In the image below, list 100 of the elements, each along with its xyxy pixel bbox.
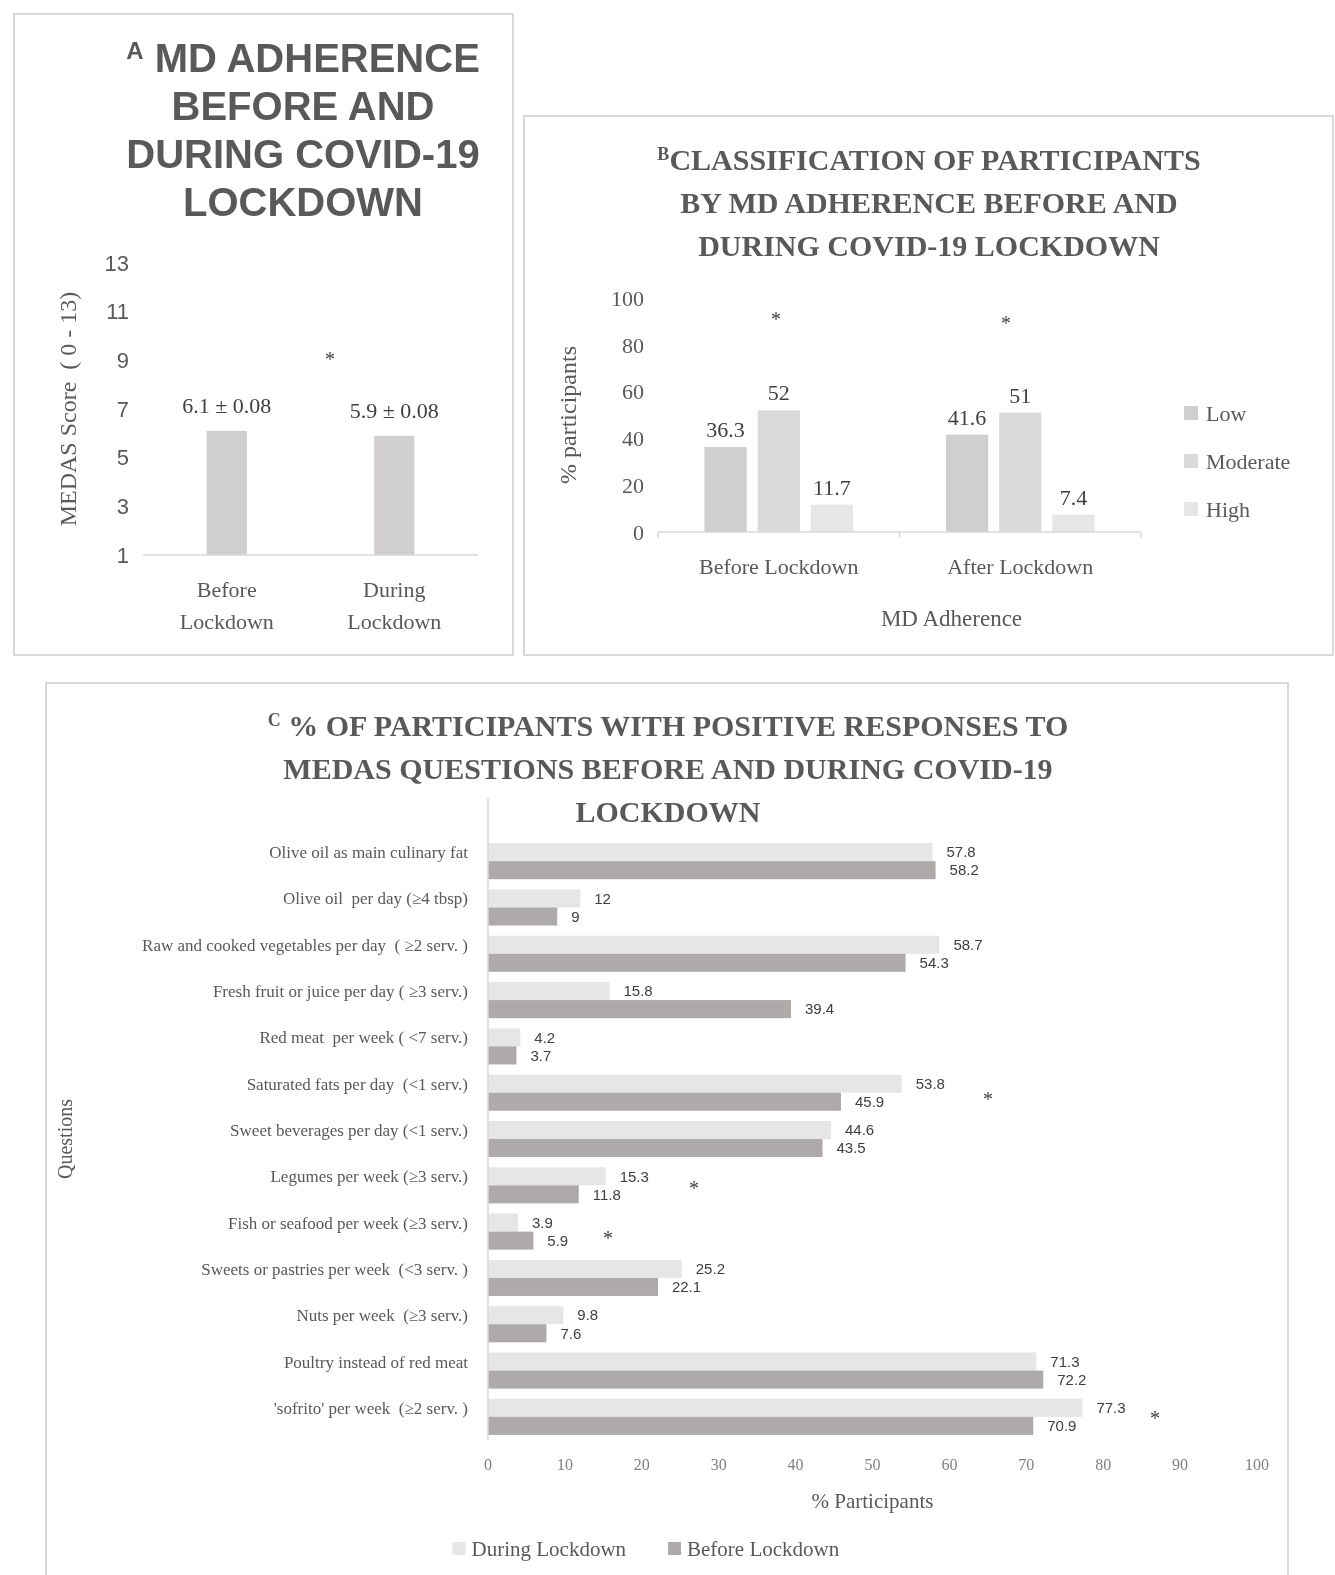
data-label: 6.1 ± 0.08 (182, 392, 272, 418)
data-label: 7.4 (1059, 484, 1088, 510)
legend-label: Before Lockdown (687, 1537, 840, 1562)
chart-title: $^{B}$CLASSIFICATION OF PARTICIPANTS BY MD ADHERENCE BEFORE AND DURING COVID-19 LOCKDOWN (657, 143, 1201, 262)
y-tick-label: Sweet beverages per day (<1 serv.) (230, 1121, 468, 1140)
data-label: 45.9 (854, 1092, 885, 1110)
x-tick-label: 40 (787, 1456, 804, 1473)
data-label: 11.8 (592, 1185, 621, 1203)
annotation: * (983, 1088, 993, 1110)
annotation: * (1150, 1407, 1160, 1429)
y-axis-title: MEDAS Score ( 0 - 13) (55, 291, 81, 527)
data-label: 41.6 (947, 404, 987, 430)
y-tick-label: Fish or seafood per week (≥3 serv.) (227, 1213, 468, 1233)
bar (488, 1259, 682, 1278)
data-label: 3.9 (531, 1213, 553, 1231)
x-tick-label: 70 (1018, 1456, 1035, 1473)
y-tick-label: 7 (116, 396, 129, 422)
data-label: 77.3 (1096, 1399, 1126, 1417)
bar (488, 1324, 547, 1343)
bar (488, 1352, 1037, 1371)
data-label: 54.3 (919, 954, 949, 972)
y-tick-label: 13 (104, 250, 129, 276)
y-tick-label: 5 (116, 445, 129, 471)
y-tick-label: Saturated fats per day (<1 serv.) (246, 1074, 468, 1094)
y-tick-label: Olive oil per day (≥4 tbsp) (283, 889, 468, 909)
y-tick-label: 60 (622, 379, 644, 405)
x-tick-label: 60 (941, 1456, 958, 1473)
annotation: * (603, 1227, 613, 1249)
data-label: 71.3 (1050, 1352, 1080, 1370)
bar (488, 1120, 831, 1139)
y-tick-label: Fresh fruit or juice per day ( ≥3 serv.) (212, 982, 468, 1002)
bar (488, 1028, 521, 1047)
data-label: 36.3 (706, 417, 745, 443)
y-tick-label: 80 (622, 332, 644, 358)
data-label: 15.8 (623, 982, 653, 1000)
data-label: 72.2 (1057, 1370, 1087, 1388)
y-tick-label: 0 (633, 519, 644, 545)
x-tick-label: 10 (556, 1456, 573, 1473)
data-label: 5.9 (547, 1231, 569, 1249)
data-label: 51 (1009, 382, 1032, 408)
data-label: 58.2 (949, 861, 979, 879)
bar (488, 1306, 564, 1325)
bar (488, 1398, 1083, 1417)
bar (488, 1416, 1034, 1435)
data-label: 43.5 (836, 1139, 866, 1157)
bar (488, 889, 581, 908)
legend-label: High (1206, 496, 1250, 522)
x-tick-label: 30 (710, 1456, 727, 1473)
x-tick-label: During Lockdown (347, 577, 442, 634)
x-tick-label: 100 (1245, 1456, 1269, 1473)
data-label: 22.1 (671, 1278, 702, 1296)
bar (1052, 514, 1095, 532)
bar (488, 1139, 823, 1158)
data-label: 11.7 (813, 474, 851, 500)
x-tick-label: Before Lockdown (179, 577, 274, 634)
x-tick-label: 80 (1095, 1456, 1112, 1473)
bar (488, 1277, 658, 1296)
y-tick-label: Raw and cooked vegetables per day ( ≥2 serv. ) (142, 935, 468, 955)
bar (488, 1092, 841, 1111)
legend-label: Low (1206, 400, 1247, 426)
y-tick-label: Legumes per week (≥3 serv.) (270, 1167, 468, 1187)
x-tick-label: 0 (484, 1456, 492, 1473)
y-tick-label: Olive oil as main culinary fat (269, 843, 469, 863)
data-label: 9.8 (577, 1306, 599, 1324)
y-axis-title: % participants (555, 346, 581, 484)
bar (488, 1074, 902, 1093)
bar (488, 843, 933, 862)
x-axis-title: % Participants (811, 1489, 934, 1513)
y-tick-label: 11 (106, 299, 129, 325)
bar (810, 504, 854, 532)
legend-label: During Lockdown (471, 1537, 627, 1562)
y-tick-label: Sweets or pastries per week (<3 serv. ) (201, 1259, 468, 1279)
x-axis-title: MD Adherence (880, 606, 1023, 631)
data-label: 39.4 (804, 1000, 835, 1018)
bar (488, 1231, 534, 1250)
data-label: 57.8 (946, 843, 976, 861)
y-axis-title: Questions (54, 1098, 76, 1179)
data-label: 9 (571, 907, 580, 925)
x-tick-label: After Lockdown (947, 554, 1094, 579)
bar (488, 935, 940, 954)
y-tick-label: 100 (611, 285, 644, 311)
data-label: 3.7 (530, 1046, 552, 1064)
data-label: 15.3 (619, 1167, 649, 1185)
y-tick-label: 1 (116, 542, 129, 568)
bar (488, 1370, 1044, 1389)
annotation: * (325, 348, 335, 370)
x-tick-label: 90 (1172, 1456, 1189, 1473)
y-tick-label: 40 (622, 426, 644, 452)
data-label: 25.2 (695, 1260, 725, 1278)
y-tick-label: Nuts per week (≥3 serv.) (296, 1306, 468, 1326)
data-label: 70.9 (1047, 1417, 1077, 1435)
legend-label: Moderate (1206, 448, 1291, 474)
y-tick-label: 'sofrito' per week (≥2 serv. ) (273, 1398, 468, 1418)
data-label: 4.2 (534, 1028, 556, 1046)
chart-title: $^{A}$ MD ADHERENCE BEFORE AND DURING COVID-19 LOCKDOWN (126, 36, 480, 224)
y-tick-label: 3 (116, 494, 129, 520)
bar (488, 1000, 791, 1019)
bar (488, 982, 610, 1001)
bar (488, 953, 906, 972)
bar (488, 907, 558, 926)
